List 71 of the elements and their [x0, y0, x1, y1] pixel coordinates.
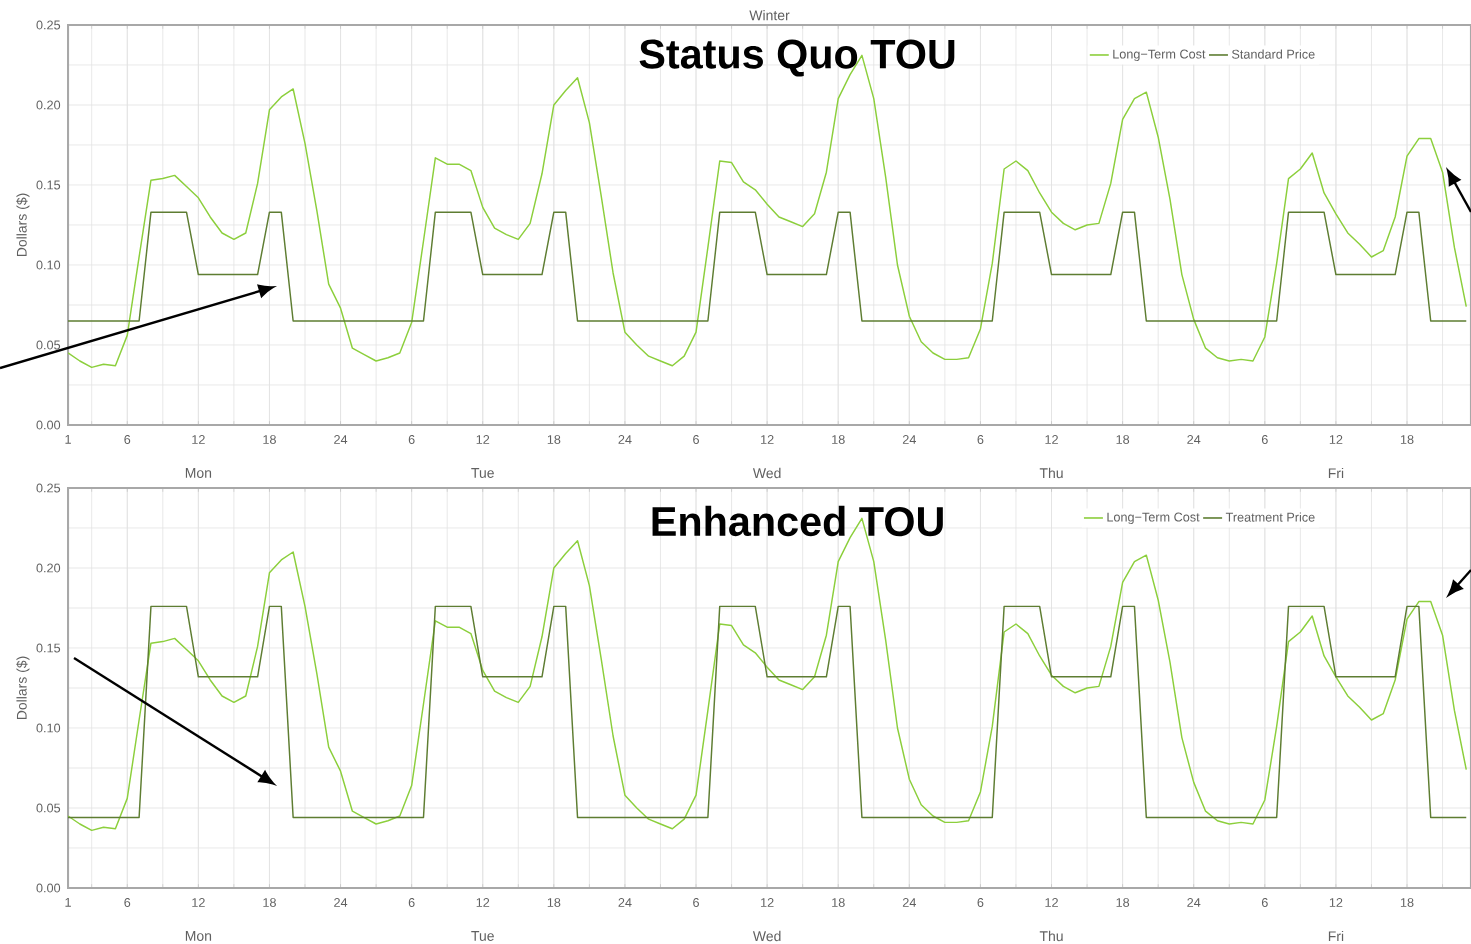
x-tick-label: 18: [832, 435, 845, 444]
y-axis-title: Dollars ($): [16, 193, 30, 257]
y-tick-label: 0.00: [36, 420, 61, 430]
x-tick-label: 6: [977, 435, 984, 444]
y-tick-label: 0.10: [36, 723, 61, 733]
y-tick-label: 0.05: [36, 803, 61, 813]
x-tick-label: 12: [761, 898, 774, 907]
y-tick-label: 0.20: [36, 563, 61, 573]
legend-label: Long−Term Cost: [1107, 512, 1200, 525]
x-tick-label: 6: [1261, 898, 1268, 907]
x-tick-label: 6: [408, 435, 415, 444]
x-tick-label: 24: [1187, 898, 1201, 907]
x-tick-label: 18: [547, 435, 561, 444]
x-tick-label: 12: [1329, 898, 1343, 907]
y-tick-label: 0.00: [36, 883, 61, 893]
text: Wed: [752, 930, 781, 942]
x-tick-label: 24: [902, 435, 916, 444]
y-axis-title: Dollars ($): [16, 656, 30, 720]
x-tick-label: 24: [902, 898, 916, 907]
text: Tue: [471, 468, 494, 478]
x-tick-label: 6: [124, 898, 131, 907]
x-tick-label: 6: [693, 898, 699, 907]
legend-label: Long−Term Cost: [1113, 49, 1206, 62]
y-tick-label: 0.25: [36, 20, 61, 30]
x-tick-label: 18: [1116, 898, 1130, 907]
x-tick-label: 6: [1261, 435, 1268, 444]
x-tick-label: 1: [65, 898, 71, 907]
y-tick-label: 0.05: [36, 340, 61, 350]
x-tick-label: 12: [1329, 435, 1343, 444]
x-tick-label: 24: [618, 898, 632, 907]
legend-label: Standard Price: [1232, 49, 1315, 59]
x-tick-label: 12: [192, 435, 205, 444]
x-tick-label: 1: [65, 435, 71, 444]
y-tick-label: 0.25: [36, 483, 61, 493]
legend-label: Treatment Price: [1225, 512, 1315, 522]
x-tick-label: 18: [1116, 435, 1130, 444]
annotation: Status Quo TOU: [639, 39, 955, 77]
x-tick-label: 12: [476, 898, 490, 907]
x-tick-label: 6: [124, 435, 131, 444]
x-tick-label: 18: [832, 898, 845, 907]
text: Fri: [1328, 467, 1344, 479]
annotation: Enhanced TOU: [652, 505, 943, 537]
x-tick-label: 12: [761, 435, 774, 444]
chart-title: Winter: [749, 9, 790, 21]
y-tick-label: 0.10: [36, 260, 61, 270]
x-tick-label: 6: [977, 898, 984, 907]
text: Thu: [1039, 930, 1063, 942]
x-tick-label: 24: [334, 898, 348, 907]
x-tick-label: 12: [1045, 898, 1058, 907]
x-tick-label: 18: [263, 898, 276, 907]
x-tick-label: 18: [1400, 435, 1414, 444]
x-tick-label: 18: [1400, 898, 1414, 907]
text: Tue: [471, 931, 494, 941]
x-tick-label: 12: [1045, 435, 1058, 444]
x-tick-label: 24: [334, 435, 348, 444]
x-tick-label: 6: [693, 435, 699, 444]
x-tick-label: 24: [1187, 435, 1201, 444]
x-tick-label: 12: [192, 898, 205, 907]
text: Mon: [185, 468, 212, 478]
x-tick-label: 12: [476, 435, 490, 444]
x-tick-label: 24: [618, 435, 632, 444]
y-tick-label: 0.15: [36, 180, 61, 190]
x-tick-label: 18: [263, 435, 276, 444]
text: Thu: [1039, 467, 1063, 479]
x-tick-label: 18: [547, 898, 561, 907]
text: Fri: [1328, 930, 1344, 942]
x-tick-label: 6: [408, 898, 415, 907]
text: Mon: [185, 931, 212, 941]
text: Wed: [752, 467, 781, 479]
y-tick-label: 0.20: [36, 100, 61, 110]
y-tick-label: 0.15: [36, 643, 61, 653]
